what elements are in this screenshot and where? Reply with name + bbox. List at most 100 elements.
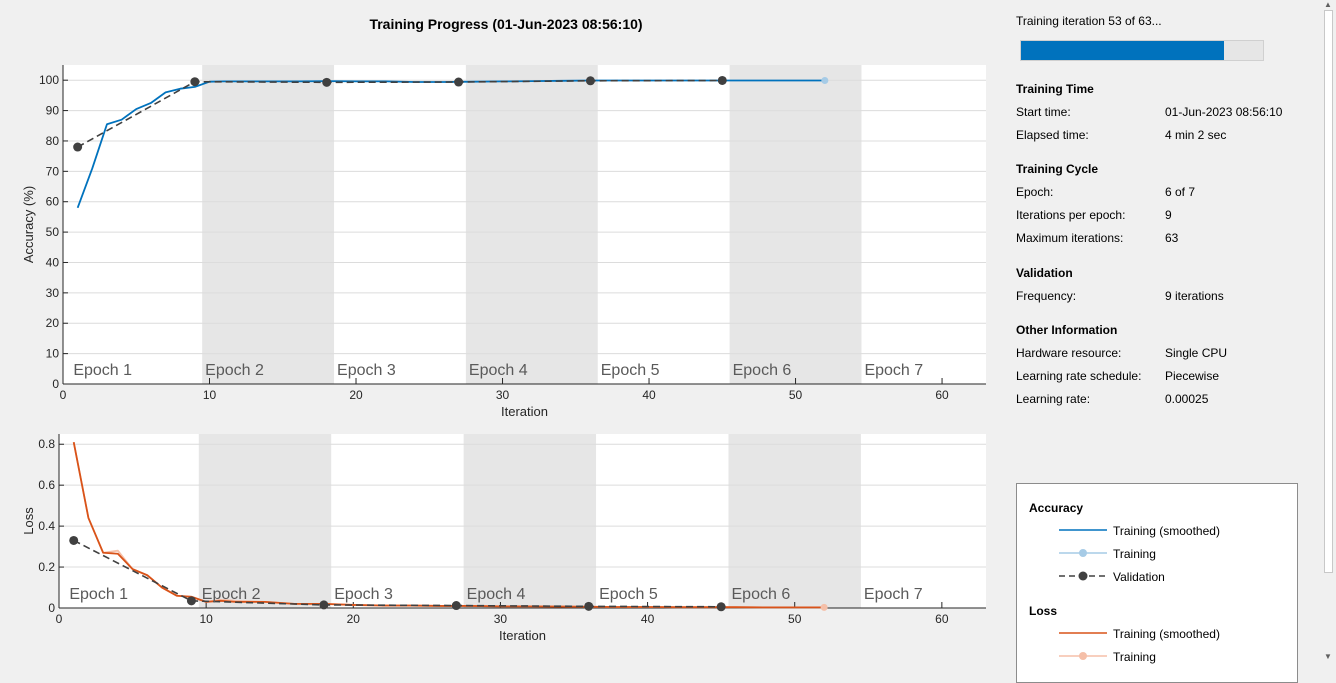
info-key: Start time: [1016, 105, 1071, 119]
loss-epoch-band-2 [198, 434, 332, 608]
section-title-training-time: Training Time [1016, 82, 1094, 96]
loss-y-tick-label: 0.8 [38, 437, 55, 451]
loss-series-validation-point [584, 601, 594, 611]
loss-series-validation-line [73, 539, 722, 608]
info-key: Learning rate schedule: [1016, 369, 1142, 383]
accuracy-x-tick-label: 30 [496, 388, 510, 402]
training-progress-fill [1021, 41, 1225, 60]
chart-title: Training Progress (01-Jun-2023 08:56:10) [369, 16, 643, 32]
loss-y-axis-label: Loss [21, 507, 36, 535]
loss-series-validation-point [716, 602, 726, 612]
info-value: Single CPU [1165, 346, 1228, 360]
accuracy-x-axis-label: Iteration [501, 404, 548, 419]
accuracy-epoch-label: Epoch 3 [337, 362, 396, 379]
info-value: 9 [1165, 208, 1172, 222]
legend-label: Training [1113, 547, 1156, 561]
loss-epoch-band-6 [728, 434, 861, 608]
accuracy-x-tick-label: 20 [349, 388, 363, 402]
loss-x-tick-label: 40 [641, 612, 655, 626]
accuracy-series-validation-point [73, 142, 83, 152]
scroll-up-arrow-icon[interactable]: ▲ [1324, 0, 1332, 9]
loss-series-validation-point [186, 596, 196, 606]
loss-y-tick-label: 0 [48, 601, 55, 615]
legend-item-accuracy-training: Training [1057, 546, 1297, 562]
accuracy-epoch-label: Epoch 4 [469, 362, 528, 379]
loss-x-tick-label: 50 [788, 612, 802, 626]
accuracy-epoch-label: Epoch 2 [205, 362, 264, 379]
accuracy-x-tick-label: 10 [203, 388, 217, 402]
info-value: 01-Jun-2023 08:56:10 [1165, 105, 1283, 119]
info-key: Learning rate: [1016, 392, 1091, 406]
loss-chart: 0 0.2 0.4 0.6 0.8 0 10 20 30 40 50 60 Iteration Loss E… [21, 434, 986, 643]
scroll-down-arrow-icon[interactable]: ▼ [1324, 652, 1332, 661]
loss-y-tick-label: 0.2 [38, 560, 55, 574]
accuracy-series-validation-point [454, 77, 464, 87]
legend-item-loss-training: Training [1057, 649, 1297, 665]
legend-label: Validation [1113, 570, 1165, 584]
legend-label: Training (smoothed) [1113, 524, 1220, 538]
accuracy-y-axis-label: Accuracy (%) [21, 186, 36, 263]
legend-swatch-accuracy-validation [1059, 571, 1107, 581]
loss-x-tick-label: 0 [56, 612, 63, 626]
info-key: Frequency: [1016, 289, 1077, 303]
accuracy-x-tick-label: 50 [789, 388, 803, 402]
legend-swatch-accuracy-smoothed [1059, 529, 1107, 531]
loss-epoch-label: Epoch 2 [202, 586, 261, 603]
legend-title-accuracy: Accuracy [1029, 501, 1084, 515]
accuracy-y-tick-label: 70 [46, 164, 60, 178]
loss-latest-training-point [820, 603, 828, 611]
accuracy-y-tick-label: 90 [46, 104, 60, 118]
legend-item-accuracy-training-smoothed: Training (smoothed) [1057, 523, 1297, 539]
loss-epoch-label: Epoch 4 [467, 586, 526, 603]
loss-x-axis-label: Iteration [499, 628, 546, 643]
legend-box: Accuracy Training (smoothed) Training Va… [1016, 483, 1298, 683]
loss-series-validation-point [319, 600, 329, 610]
vertical-scrollbar[interactable]: ▲ ▼ [1322, 0, 1336, 664]
info-key: Elapsed time: [1016, 128, 1089, 142]
accuracy-epoch-label: Epoch 7 [864, 362, 923, 379]
scroll-thumb[interactable] [1324, 10, 1333, 573]
info-value: 4 min 2 sec [1165, 128, 1227, 142]
legend-swatch-loss-training [1059, 652, 1107, 660]
loss-series-validation-point [69, 535, 79, 545]
info-key: Maximum iterations: [1016, 231, 1124, 245]
accuracy-x-tick-label: 60 [935, 388, 949, 402]
accuracy-chart: 0 10 20 30 40 50 60 70 80 90 100 0 10 20 30 40 50 60 Itera… [21, 65, 986, 419]
section-title-validation: Validation [1016, 266, 1073, 280]
accuracy-x-tick-label: 40 [642, 388, 656, 402]
legend-item-loss-training-smoothed: Training (smoothed) [1057, 626, 1297, 642]
accuracy-epoch-label: Epoch 5 [601, 362, 660, 379]
accuracy-latest-training-point [821, 76, 829, 84]
legend-title-loss: Loss [1029, 604, 1058, 618]
info-value: 6 of 7 [1165, 185, 1196, 199]
loss-y-tick-label: 0.6 [38, 478, 55, 492]
accuracy-y-tick-label: 10 [46, 347, 60, 361]
loss-x-tick-label: 10 [199, 612, 213, 626]
info-key: Hardware resource: [1016, 346, 1122, 360]
accuracy-x-tick-label: 0 [60, 388, 67, 402]
legend-swatch-loss-smoothed [1059, 632, 1107, 634]
loss-epoch-label: Epoch 5 [599, 586, 658, 603]
loss-x-tick-label: 20 [347, 612, 361, 626]
accuracy-epoch-band-2 [202, 65, 335, 384]
accuracy-series-validation-point [717, 75, 727, 85]
loss-y-tick-label: 0.4 [38, 519, 55, 533]
accuracy-y-tick-label: 80 [46, 134, 60, 148]
accuracy-y-tick-label: 50 [46, 225, 60, 239]
info-value: Piecewise [1165, 369, 1220, 383]
loss-epoch-label: Epoch 7 [864, 586, 923, 603]
loss-epoch-label: Epoch 1 [69, 586, 128, 603]
info-value: 9 iterations [1165, 289, 1224, 303]
info-value: 63 [1165, 231, 1179, 245]
accuracy-y-tick-label: 40 [46, 255, 60, 269]
accuracy-series-validation-point [190, 77, 200, 87]
accuracy-series-validation-line [77, 79, 723, 148]
section-title-other-information: Other Information [1016, 323, 1118, 337]
accuracy-y-tick-label: 20 [46, 316, 60, 330]
legend-label: Training (smoothed) [1113, 627, 1220, 641]
accuracy-epoch-band-4 [465, 65, 598, 384]
loss-x-tick-label: 30 [494, 612, 508, 626]
accuracy-series-validation-point [585, 76, 595, 86]
legend-swatch-accuracy-training [1059, 549, 1107, 557]
